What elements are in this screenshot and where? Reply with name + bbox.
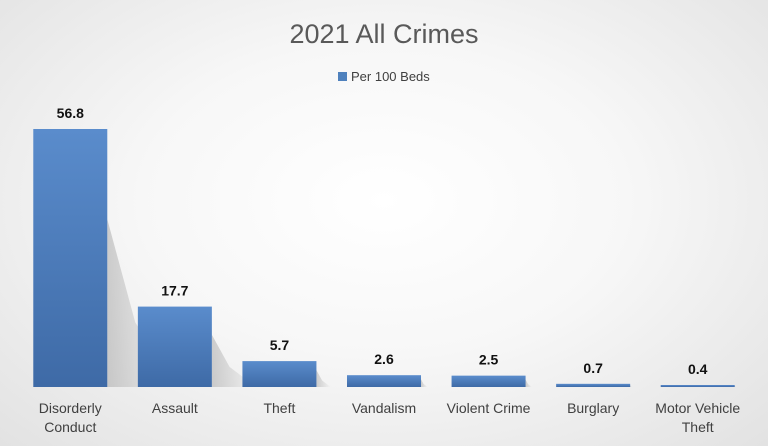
category-label-line: Motor Vehicle bbox=[655, 400, 740, 416]
bar bbox=[347, 375, 421, 387]
category-label: Burglary bbox=[567, 400, 619, 416]
bar-shadow bbox=[211, 334, 257, 387]
bar-shadow bbox=[107, 219, 178, 387]
bar-shadow bbox=[525, 379, 532, 387]
chart-title: 2021 All Crimes bbox=[289, 19, 478, 49]
category-label: Assault bbox=[152, 400, 198, 416]
bar-shadow bbox=[421, 379, 428, 387]
category-label-line: Theft bbox=[682, 419, 714, 435]
bar bbox=[242, 361, 317, 387]
data-label: 56.8 bbox=[57, 105, 84, 121]
category-label: Motor Vehicle Theft bbox=[655, 400, 740, 435]
data-label: 2.5 bbox=[479, 352, 499, 368]
category-label-line: Conduct bbox=[44, 419, 96, 435]
legend: Per 100 Beds bbox=[338, 69, 430, 84]
category-labels: Disorderly Conduct Assault Theft Vandalism Vi… bbox=[39, 400, 741, 435]
bar bbox=[556, 383, 631, 387]
bars bbox=[33, 129, 735, 387]
category-label-line: Vandalism bbox=[352, 400, 416, 416]
bar bbox=[137, 306, 212, 387]
legend-swatch bbox=[338, 72, 347, 81]
category-label-line: Assault bbox=[152, 400, 198, 416]
data-labels: 56.8 17.7 5.7 2.6 2.5 0.7 0.4 bbox=[57, 105, 708, 377]
data-label: 17.7 bbox=[161, 283, 188, 299]
data-label: 5.7 bbox=[270, 337, 290, 353]
bar-shadow bbox=[316, 370, 331, 387]
category-label-line: Disorderly bbox=[39, 400, 102, 416]
category-label: Theft bbox=[263, 400, 295, 416]
category-label: Disorderly Conduct bbox=[39, 400, 102, 435]
data-label: 0.7 bbox=[583, 360, 603, 376]
bar-shadow bbox=[734, 385, 736, 387]
bar-shadows bbox=[107, 219, 736, 387]
data-label: 2.6 bbox=[374, 351, 394, 367]
bar-shadow bbox=[630, 384, 632, 387]
category-label: Vandalism bbox=[352, 400, 416, 416]
bar bbox=[33, 129, 108, 387]
data-label: 0.4 bbox=[688, 361, 708, 377]
bar bbox=[451, 375, 526, 387]
category-label-line: Burglary bbox=[567, 400, 619, 416]
category-label-line: Violent Crime bbox=[447, 400, 531, 416]
category-label-line: Theft bbox=[263, 400, 295, 416]
bar bbox=[660, 385, 735, 387]
category-label: Violent Crime bbox=[447, 400, 531, 416]
legend-label: Per 100 Beds bbox=[351, 69, 430, 84]
